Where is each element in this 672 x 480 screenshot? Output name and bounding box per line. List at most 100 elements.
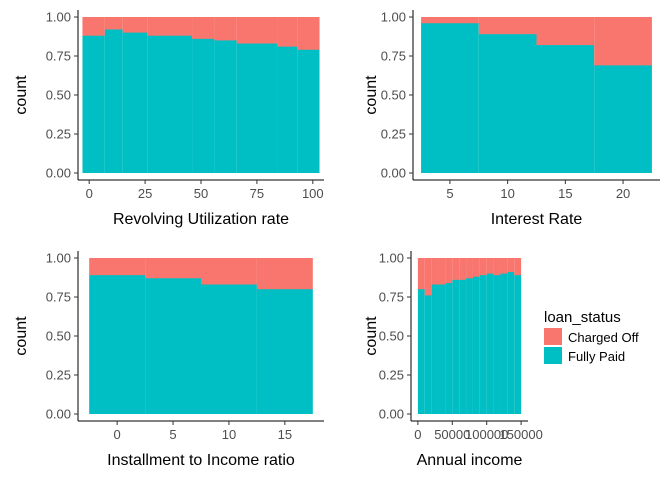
x-axis-label: Revolving Utilization rate bbox=[113, 211, 289, 228]
x-tick-label: 100000 bbox=[465, 427, 508, 442]
y-axis-label: count bbox=[13, 75, 30, 115]
y-tick-label: 1.00 bbox=[381, 10, 406, 25]
bar-fully-paid-12 bbox=[500, 273, 508, 414]
bar-charged-off-1 bbox=[104, 17, 123, 30]
x-tick-label: 0 bbox=[86, 186, 93, 201]
bar-fully-paid-6 bbox=[459, 279, 467, 414]
bar-fully-paid-9 bbox=[479, 275, 487, 414]
legend-swatch-fully-paid bbox=[544, 347, 562, 364]
bar-charged-off-14 bbox=[514, 258, 522, 276]
y-tick-label: 1.00 bbox=[46, 10, 71, 25]
bar-charged-off-1 bbox=[145, 258, 201, 279]
bar-charged-off-7 bbox=[466, 258, 473, 279]
bar-charged-off-0 bbox=[421, 17, 479, 24]
bar-charged-off-11 bbox=[493, 258, 501, 276]
x-tick-label: 20 bbox=[616, 186, 630, 201]
y-tick-label: 0.25 bbox=[46, 127, 71, 142]
y-tick-label: 0.00 bbox=[381, 166, 406, 181]
bar-charged-off-6 bbox=[459, 258, 467, 281]
x-tick-label: 0 bbox=[114, 427, 121, 442]
bar-fully-paid-3 bbox=[147, 35, 193, 173]
bar-fully-paid-10 bbox=[486, 273, 494, 414]
y-axis-label: count bbox=[13, 316, 30, 356]
y-tick-label: 0.75 bbox=[46, 290, 71, 305]
y-tick-label: 0.25 bbox=[379, 368, 404, 383]
bar-charged-off-6 bbox=[236, 17, 278, 45]
bar-charged-off-4 bbox=[445, 258, 453, 284]
bar-charged-off-0 bbox=[82, 17, 105, 37]
x-tick-label: 5 bbox=[169, 427, 176, 442]
y-tick-label: 1.00 bbox=[46, 251, 71, 266]
y-tick-label: 0.00 bbox=[379, 407, 404, 422]
bar-fully-paid-1 bbox=[104, 29, 123, 174]
y-tick-label: 0.75 bbox=[379, 290, 404, 305]
legend-label-fully-paid: Fully Paid bbox=[568, 349, 625, 364]
bar-charged-off-2 bbox=[431, 258, 439, 286]
y-tick-label: 0.50 bbox=[379, 329, 404, 344]
x-tick-label: 0 bbox=[414, 427, 421, 442]
x-axis-label: Interest Rate bbox=[491, 211, 583, 228]
bar-charged-off-9 bbox=[479, 258, 487, 276]
panel-interest-rate: 0.00 0.25 0.50 0.75 1.00 5 10 15 20 Interest Rate… bbox=[363, 10, 660, 228]
y-tick-label: 0.50 bbox=[46, 88, 71, 103]
bar-charged-off-5 bbox=[214, 17, 237, 41]
y-tick-label: 0.75 bbox=[381, 49, 406, 64]
legend-swatch-charged-off bbox=[544, 328, 562, 345]
bar-fully-paid-0 bbox=[421, 23, 479, 173]
y-tick-label: 0.75 bbox=[46, 49, 71, 64]
legend-label-charged-off: Charged Off bbox=[568, 330, 639, 345]
x-tick-label: 100 bbox=[302, 186, 324, 201]
bar-charged-off-1 bbox=[424, 258, 432, 296]
x-tick-label: 10 bbox=[222, 427, 236, 442]
bar-fully-paid-1 bbox=[424, 295, 432, 414]
bar-fully-paid-8 bbox=[297, 49, 320, 174]
bar-charged-off-10 bbox=[486, 258, 494, 275]
bar-charged-off-2 bbox=[122, 17, 148, 34]
bar-fully-paid-7 bbox=[466, 278, 473, 414]
y-tick-label: 0.50 bbox=[46, 329, 71, 344]
bar-fully-paid-3 bbox=[256, 289, 313, 414]
panel-revolving-utilization: 0.00 0.25 0.50 0.75 1.00 0 25 50 75 100 Revolving … bbox=[13, 10, 324, 228]
bar-charged-off-2 bbox=[536, 17, 595, 46]
bar-fully-paid-14 bbox=[514, 275, 522, 414]
bar-charged-off-0 bbox=[417, 258, 425, 290]
bar-fully-paid-2 bbox=[536, 45, 595, 173]
bar-charged-off-8 bbox=[472, 258, 480, 278]
x-tick-label: 75 bbox=[250, 186, 264, 201]
x-tick-label: 15 bbox=[558, 186, 572, 201]
x-axis-label: Installment to Income ratio bbox=[107, 452, 295, 469]
bar-charged-off-3 bbox=[147, 17, 193, 37]
bar-charged-off-1 bbox=[478, 17, 537, 35]
y-tick-label: 0.50 bbox=[381, 88, 406, 103]
bar-fully-paid-6 bbox=[236, 43, 278, 173]
y-tick-label: 0.25 bbox=[381, 127, 406, 142]
bar-charged-off-0 bbox=[89, 258, 146, 276]
bar-fully-paid-2 bbox=[122, 32, 148, 173]
bar-fully-paid-0 bbox=[89, 275, 146, 414]
x-tick-label: 50000 bbox=[434, 427, 470, 442]
bar-fully-paid-5 bbox=[214, 40, 237, 174]
bar-fully-paid-3 bbox=[438, 284, 446, 414]
x-tick-label: 5 bbox=[446, 186, 453, 201]
bar-fully-paid-1 bbox=[145, 278, 201, 414]
bar-charged-off-4 bbox=[192, 17, 215, 40]
x-axis-label: Annual income bbox=[417, 452, 523, 469]
x-tick-label: 25 bbox=[138, 186, 152, 201]
x-tick-label: 10 bbox=[500, 186, 514, 201]
y-tick-label: 0.00 bbox=[46, 407, 71, 422]
bar-fully-paid-1 bbox=[478, 34, 537, 173]
bar-fully-paid-7 bbox=[277, 46, 298, 173]
bar-fully-paid-2 bbox=[201, 284, 257, 414]
y-tick-label: 1.00 bbox=[379, 251, 404, 266]
bar-charged-off-3 bbox=[438, 258, 446, 286]
y-tick-label: 0.00 bbox=[46, 166, 71, 181]
bar-fully-paid-11 bbox=[493, 275, 501, 414]
bar-fully-paid-0 bbox=[82, 35, 105, 173]
y-axis-label: count bbox=[363, 316, 380, 356]
bar-fully-paid-4 bbox=[445, 282, 453, 414]
legend-title: loan_status bbox=[544, 309, 621, 326]
bar-fully-paid-5 bbox=[452, 279, 460, 414]
bar-charged-off-13 bbox=[507, 258, 515, 273]
